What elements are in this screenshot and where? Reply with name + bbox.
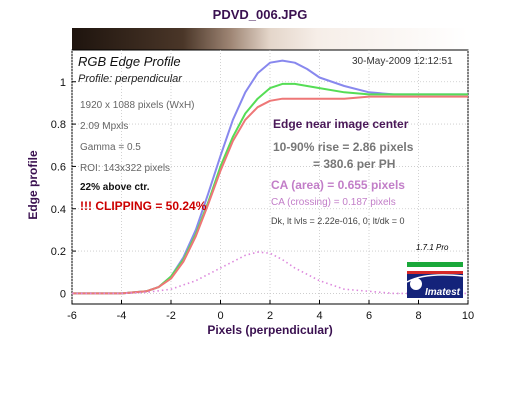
version-label: 1.7.1 Pro	[416, 243, 449, 252]
x-tick-label: -4	[117, 310, 127, 322]
date-stamp: 30-May-2009 12:12:51	[352, 56, 453, 67]
edge-location-title: Edge near image center	[273, 117, 409, 131]
y-tick-label: 0.6	[51, 161, 66, 173]
y-tick-label: 1	[60, 77, 66, 89]
chart-title: PDVD_006.JPG	[212, 7, 308, 22]
y-tick-label: 0.4	[51, 204, 66, 216]
series-line-3	[72, 251, 468, 295]
y-tick-label: 0.8	[51, 119, 66, 131]
x-tick-label: -6	[67, 310, 77, 322]
info-line: 22% above ctr.	[80, 182, 150, 193]
info-line: 1920 x 1088 pixels (WxH)	[80, 100, 195, 111]
info-line: Gamma = 0.5	[80, 142, 141, 153]
x-tick-label: 4	[316, 310, 322, 322]
y-tick-label: 0.2	[51, 246, 66, 258]
x-tick-label: 8	[415, 310, 421, 322]
ca-crossing: CA (crossing) = 0.187 pixels	[271, 197, 396, 208]
x-tick-label: 0	[217, 310, 223, 322]
edge-strip	[72, 28, 468, 50]
series-line-1	[72, 82, 468, 295]
profile-title: RGB Edge Profile	[78, 54, 181, 69]
x-tick-label: 2	[267, 310, 273, 322]
x-tick-label: 10	[462, 310, 474, 322]
clipping-warning: !!! CLIPPING = 50.24%	[80, 199, 207, 213]
info-line: ROI: 143x322 pixels	[80, 163, 171, 174]
y-axis-label: Edge profile	[26, 150, 40, 220]
x-axis-label: Pixels (perpendicular)	[207, 323, 333, 337]
rise-per-ph: = 380.6 per PH	[313, 157, 396, 171]
ca-area: CA (area) = 0.655 pixels	[271, 178, 405, 192]
x-tick-label: -2	[166, 310, 176, 322]
svg-text:Imatest: Imatest	[425, 287, 461, 298]
imatest-logo: Imatest	[407, 262, 463, 298]
dark-light-levels: Dk, lt lvls = 2.22e-016, 0; lt/dk = 0	[271, 216, 405, 226]
info-line: 2.09 Mpxls	[80, 121, 129, 132]
y-tick-label: 0	[60, 288, 66, 300]
rise-distance: 10-90% rise = 2.86 pixels	[273, 140, 414, 154]
x-tick-label: 6	[366, 310, 372, 322]
series-line-2	[72, 95, 468, 295]
profile-subtitle: Profile: perpendicular	[78, 73, 182, 85]
